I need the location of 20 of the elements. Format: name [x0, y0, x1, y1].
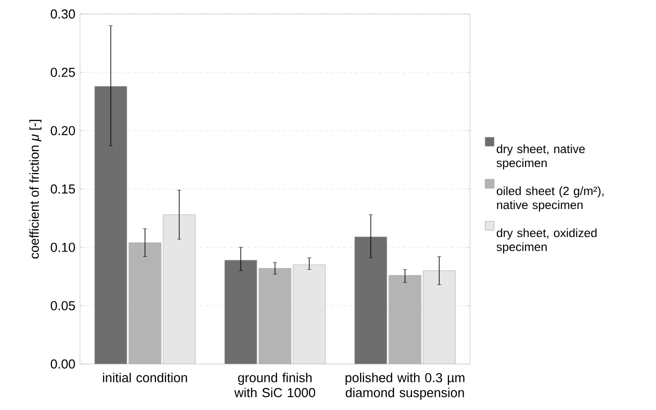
y-tick-label: 0.15 — [50, 184, 75, 194]
legend-label: dry sheet, native specimen — [496, 144, 585, 170]
x-tick-label: polished with 0.3 µm diamond suspension — [346, 372, 464, 400]
y-tick-label: 0.00 — [50, 359, 75, 369]
legend-label: dry sheet, oxidized specimen — [496, 228, 596, 254]
x-tick-label: initial condition — [103, 372, 187, 382]
y-tick-label: 0.25 — [50, 68, 75, 77]
bar — [162, 214, 196, 364]
y-tick-label: 0.05 — [50, 301, 75, 310]
x-tick-label: ground finish with SiC 1000 — [234, 372, 316, 398]
y-axis-title: coefficient of friction μ [-] — [29, 120, 42, 258]
bar — [224, 260, 258, 364]
y-tick-label: 0.10 — [50, 242, 75, 252]
bar — [422, 270, 456, 364]
bar — [354, 236, 388, 364]
bar — [292, 264, 326, 364]
y-tick-label: 0.30 — [50, 9, 75, 19]
bar — [94, 86, 128, 364]
legend-label: oiled sheet (2 g/m²), native specimen — [496, 186, 604, 212]
y-tick-label: 0.20 — [50, 126, 75, 136]
